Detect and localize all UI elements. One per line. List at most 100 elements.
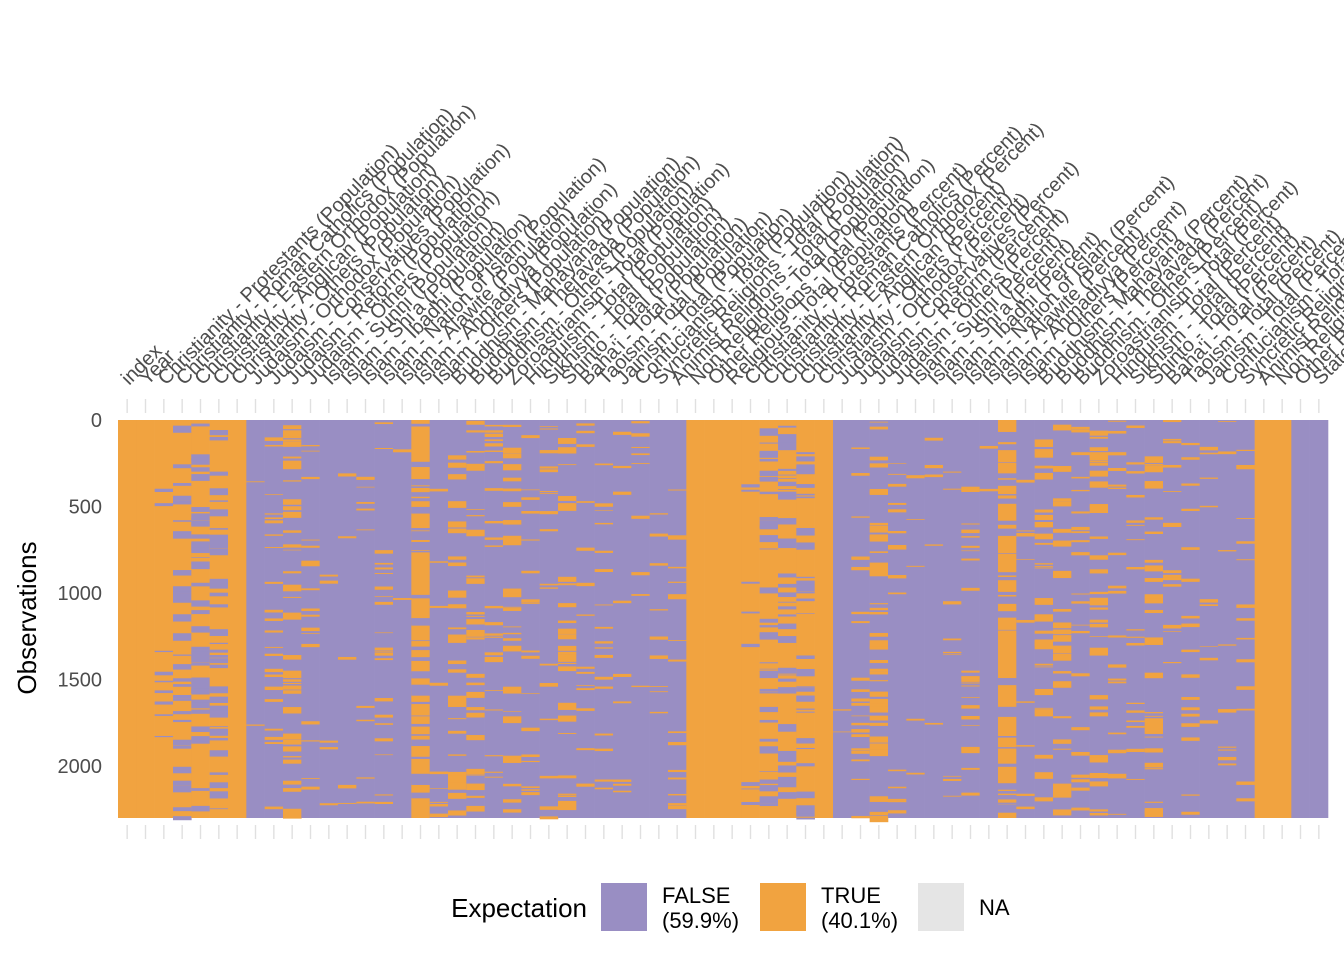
heatmap-stripe <box>209 542 229 549</box>
heatmap-stripe <box>209 782 229 789</box>
heatmap-stripe <box>1144 762 1164 768</box>
heatmap-stripe <box>888 483 907 487</box>
heatmap-stripe <box>283 679 302 682</box>
heatmap-stripe <box>484 443 504 447</box>
heatmap-cell-base <box>338 420 357 818</box>
heatmap-stripe <box>338 473 357 477</box>
legend: Expectation FALSE(59.9%) TRUE(40.1%) NA <box>451 883 1010 933</box>
heatmap-column <box>1016 420 1035 818</box>
heatmap-stripe <box>301 564 320 567</box>
heatmap-stripe <box>631 594 650 596</box>
heatmap-stripe <box>869 722 889 726</box>
heatmap-stripe <box>1218 749 1237 751</box>
heatmap-stripe <box>961 792 980 796</box>
heatmap-cell-base <box>869 420 889 818</box>
heatmap-cell-base <box>1071 420 1090 818</box>
heatmap-stripe <box>448 528 467 534</box>
heatmap-stripe <box>356 705 375 708</box>
heatmap-stripe <box>411 461 430 468</box>
heatmap-stripe <box>759 719 779 723</box>
heatmap-stripe <box>521 599 540 603</box>
heatmap-cell-base <box>943 420 962 818</box>
heatmap-stripe <box>484 771 504 773</box>
heatmap-stripe <box>741 784 760 786</box>
heatmap-stripe <box>998 806 1017 813</box>
heatmap-stripe <box>411 618 430 626</box>
heatmap-stripe <box>1126 778 1145 780</box>
heatmap-stripe <box>1034 522 1054 528</box>
heatmap-stripe <box>759 803 779 807</box>
heatmap-stripe <box>796 576 815 579</box>
heatmap-stripe <box>191 474 210 481</box>
heatmap-stripe <box>1034 567 1054 569</box>
heatmap-stripe <box>943 651 962 654</box>
heatmap-cell-base <box>429 420 449 818</box>
heatmap-cell-base <box>668 420 687 818</box>
heatmap-stripe <box>1053 570 1072 579</box>
heatmap-stripe <box>209 528 229 530</box>
heatmap-stripe <box>1089 695 1109 700</box>
heatmap-stripe <box>851 729 870 733</box>
heatmap-column <box>356 420 375 818</box>
heatmap-column <box>906 420 925 818</box>
heatmap-stripe <box>1089 623 1109 628</box>
heatmap-stripe <box>539 587 559 589</box>
heatmap-stripe <box>778 542 797 549</box>
heatmap-stripe <box>961 587 980 591</box>
heatmap-stripe <box>503 449 522 450</box>
heatmap-cell-base <box>741 420 760 818</box>
heatmap-stripe <box>943 471 962 473</box>
heatmap-stripe <box>448 660 467 665</box>
heatmap-stripe <box>411 646 430 651</box>
heatmap-stripe <box>778 495 797 500</box>
heatmap-stripe <box>558 576 577 582</box>
heatmap-stripe <box>979 445 999 449</box>
heatmap-stripe <box>778 436 797 444</box>
heatmap-stripe <box>796 696 815 700</box>
heatmap-stripe <box>1071 476 1090 479</box>
heatmap-stripe <box>173 678 192 682</box>
y-tick-label: 0 <box>91 410 102 432</box>
heatmap-column <box>814 420 834 818</box>
heatmap-stripe <box>888 575 907 579</box>
heatmap-stripe <box>1034 449 1054 451</box>
heatmap-stripe <box>246 481 265 483</box>
heatmap-stripe <box>503 783 522 787</box>
heatmap-stripe <box>503 447 522 454</box>
heatmap-stripe <box>979 488 999 492</box>
heatmap-stripe <box>1053 783 1072 790</box>
heatmap-stripe <box>1016 530 1035 532</box>
heatmap-stripe <box>631 462 650 464</box>
heatmap-stripe <box>759 738 779 742</box>
heatmap-stripe <box>191 662 210 666</box>
heatmap-stripe <box>1144 482 1164 489</box>
heatmap-stripe <box>631 453 650 456</box>
heatmap-stripe <box>998 444 1017 451</box>
heatmap-column <box>1181 420 1200 818</box>
heatmap-stripe <box>778 765 797 773</box>
heatmap-stripe <box>1163 662 1182 664</box>
heatmap-stripe <box>1199 645 1219 647</box>
heatmap-stripe <box>191 680 210 689</box>
heatmap-stripe <box>1163 624 1182 629</box>
heatmap-stripe <box>411 782 430 785</box>
heatmap-column <box>759 420 779 818</box>
heatmap-stripe <box>668 777 687 780</box>
heatmap-stripe <box>209 585 229 589</box>
heatmap-stripe <box>1053 528 1072 533</box>
heatmap-stripe <box>796 580 815 586</box>
heatmap-stripe <box>191 610 210 615</box>
heatmap-stripe <box>264 534 284 536</box>
heatmap-cell-base <box>558 420 577 818</box>
heatmap-stripe <box>1236 541 1255 544</box>
heatmap-stripe <box>1218 451 1237 455</box>
heatmap-stripe <box>869 640 889 646</box>
heatmap-stripe <box>429 561 449 563</box>
heatmap-stripe <box>924 464 944 469</box>
heatmap-stripe <box>411 479 430 486</box>
heatmap-stripe <box>484 430 504 433</box>
heatmap-stripe <box>448 594 467 598</box>
heatmap-stripe <box>521 511 540 514</box>
heatmap-stripe <box>741 484 760 488</box>
heatmap-stripe <box>503 425 522 427</box>
